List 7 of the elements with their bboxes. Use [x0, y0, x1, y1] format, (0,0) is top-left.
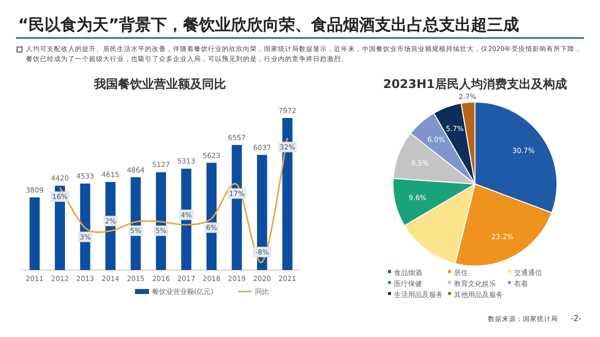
- chart-title: 2023H1居民人均消费支出及构成: [383, 77, 567, 91]
- text: -2-: [570, 314, 582, 323]
- bar: [30, 197, 40, 270]
- text: “民以食为天”背景下，餐饮业欣欣向荣、食品烟酒支出占总支出超三成: [18, 15, 520, 34]
- bar: [181, 168, 192, 270]
- chart-title: 我国餐饮业营业额及同比: [93, 77, 226, 91]
- bar: [130, 177, 141, 270]
